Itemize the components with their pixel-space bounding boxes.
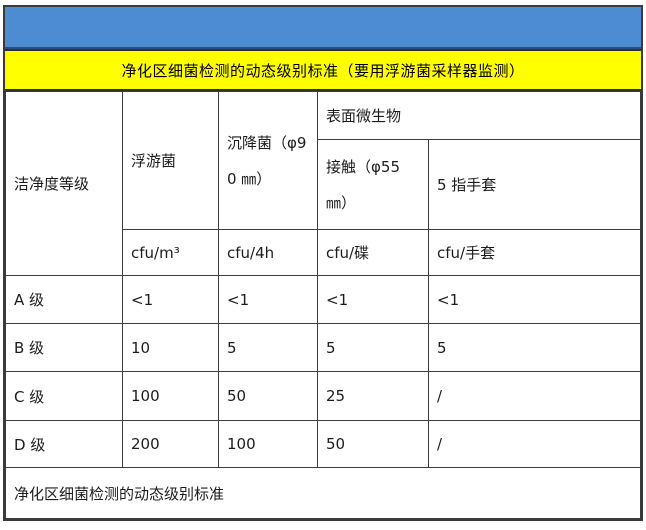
yellow-title-banner: 净化区细菌检测的动态级别标准（要用浮游菌采样器监测） (5, 49, 641, 91)
table-row-grade-c: C 级 100 50 25 / (5, 371, 641, 421)
value-airborne: 100 (122, 371, 219, 421)
grade-label: C 级 (5, 371, 123, 421)
value-settling: 5 (218, 323, 318, 372)
table-footer-caption: 净化区细菌检测的动态级别标准 (5, 467, 641, 519)
header-airborne-bacteria: 浮游菌 (122, 91, 219, 230)
unit-glove: cfu/手套 (428, 229, 641, 276)
value-airborne: 10 (122, 323, 219, 372)
grade-label: D 级 (5, 420, 123, 468)
value-glove: 5 (428, 323, 641, 372)
value-settling: <1 (218, 275, 318, 324)
header-contact-plate: 接触（φ55 ㎜） (317, 139, 429, 230)
table-title: 净化区细菌检测的动态级别标准（要用浮游菌采样器监测） (121, 61, 525, 80)
header-cleanliness-grade: 洁净度等级 (5, 91, 123, 276)
value-airborne: 200 (122, 420, 219, 468)
unit-airborne: cfu/m³ (122, 229, 219, 276)
header-five-finger-glove: 5 指手套 (428, 139, 641, 230)
value-contact: 50 (317, 420, 429, 468)
value-settling: 50 (218, 371, 318, 421)
grade-label: B 级 (5, 323, 123, 372)
table-row-grade-a: A 级 <1 <1 <1 <1 (5, 275, 641, 324)
unit-contact: cfu/碟 (317, 229, 429, 276)
cleanroom-standards-table: 洁净度等级 浮游菌 沉降菌（φ90 ㎜） 表面微生物 接触（φ55 ㎜） 5 指… (5, 91, 641, 519)
header-surface-microbes-group: 表面微生物 (317, 91, 641, 140)
value-contact: <1 (317, 275, 429, 324)
document-frame: 净化区细菌检测的动态级别标准（要用浮游菌采样器监测） 洁净度等级 浮游菌 沉降菌… (3, 5, 643, 521)
table-row-grade-b: B 级 10 5 5 5 (5, 323, 641, 372)
header-settling-bacteria: 沉降菌（φ90 ㎜） (218, 91, 318, 230)
value-glove: / (428, 371, 641, 421)
value-airborne: <1 (122, 275, 219, 324)
value-contact: 25 (317, 371, 429, 421)
blue-header-banner (5, 7, 641, 49)
value-glove: <1 (428, 275, 641, 324)
value-settling: 100 (218, 420, 318, 468)
value-glove: / (428, 420, 641, 468)
table-row-grade-d: D 级 200 100 50 / (5, 420, 641, 468)
grade-label: A 级 (5, 275, 123, 324)
value-contact: 5 (317, 323, 429, 372)
unit-settling: cfu/4h (218, 229, 318, 276)
